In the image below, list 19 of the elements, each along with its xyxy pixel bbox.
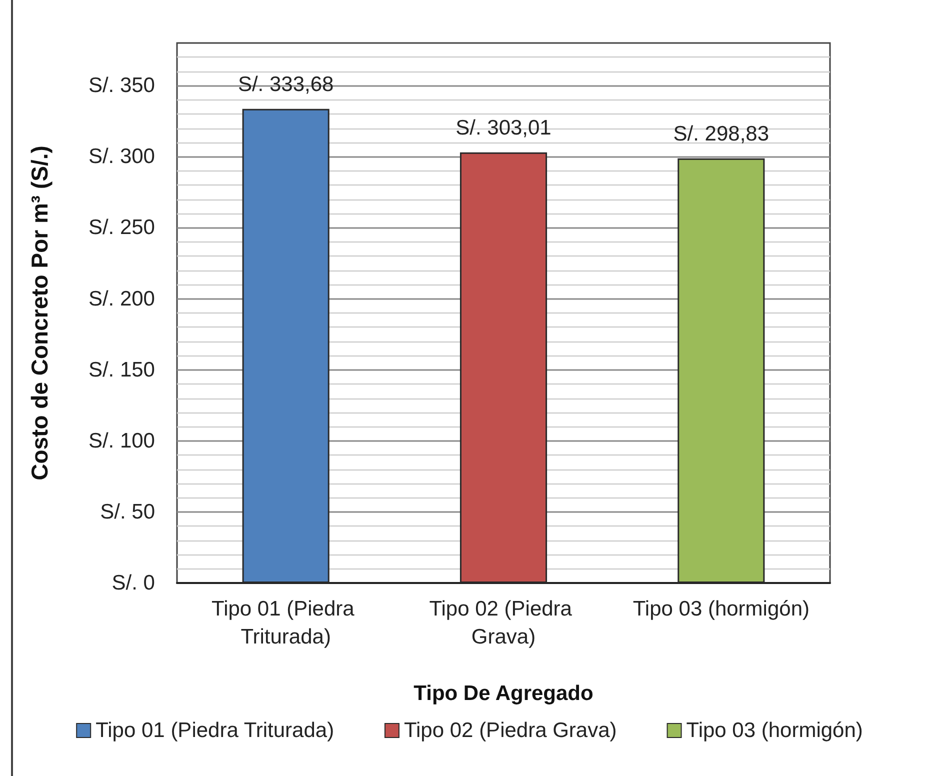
- data-label: S/. 303,01: [456, 116, 552, 140]
- y-tick-label: S/. 300: [88, 145, 155, 168]
- x-tick-label: Tipo 03 (hormigón): [632, 598, 810, 620]
- x-axis-title: Tipo De Agregado: [414, 682, 594, 705]
- y-tick-label: S/. 150: [88, 358, 155, 382]
- y-tick-label: S/. 0: [112, 572, 155, 594]
- y-tick-label: S/. 100: [88, 429, 155, 452]
- y-tick-label: S/. 250: [88, 216, 155, 240]
- y-tick-label: S/. 200: [88, 287, 155, 310]
- x-tick-label: Tipo 01 (Piedra Triturada): [212, 598, 360, 648]
- data-label: S/. 298,83: [673, 122, 770, 146]
- legend-label: Tipo 03 (hormigón): [686, 719, 863, 742]
- legend-label: Tipo 02 (Piedra Grava): [404, 719, 617, 742]
- y-tick-label: S/. 50: [100, 500, 155, 524]
- x-tick-label: Tipo 02 (Piedra Grava): [429, 598, 578, 648]
- legend-label: Tipo 01 (Piedra Triturada): [96, 719, 334, 742]
- data-label: S/. 333,68: [238, 72, 334, 96]
- y-axis-title: Costo de Concreto Por m³ (S/.): [26, 146, 52, 480]
- y-tick-label: S/. 350: [88, 74, 155, 98]
